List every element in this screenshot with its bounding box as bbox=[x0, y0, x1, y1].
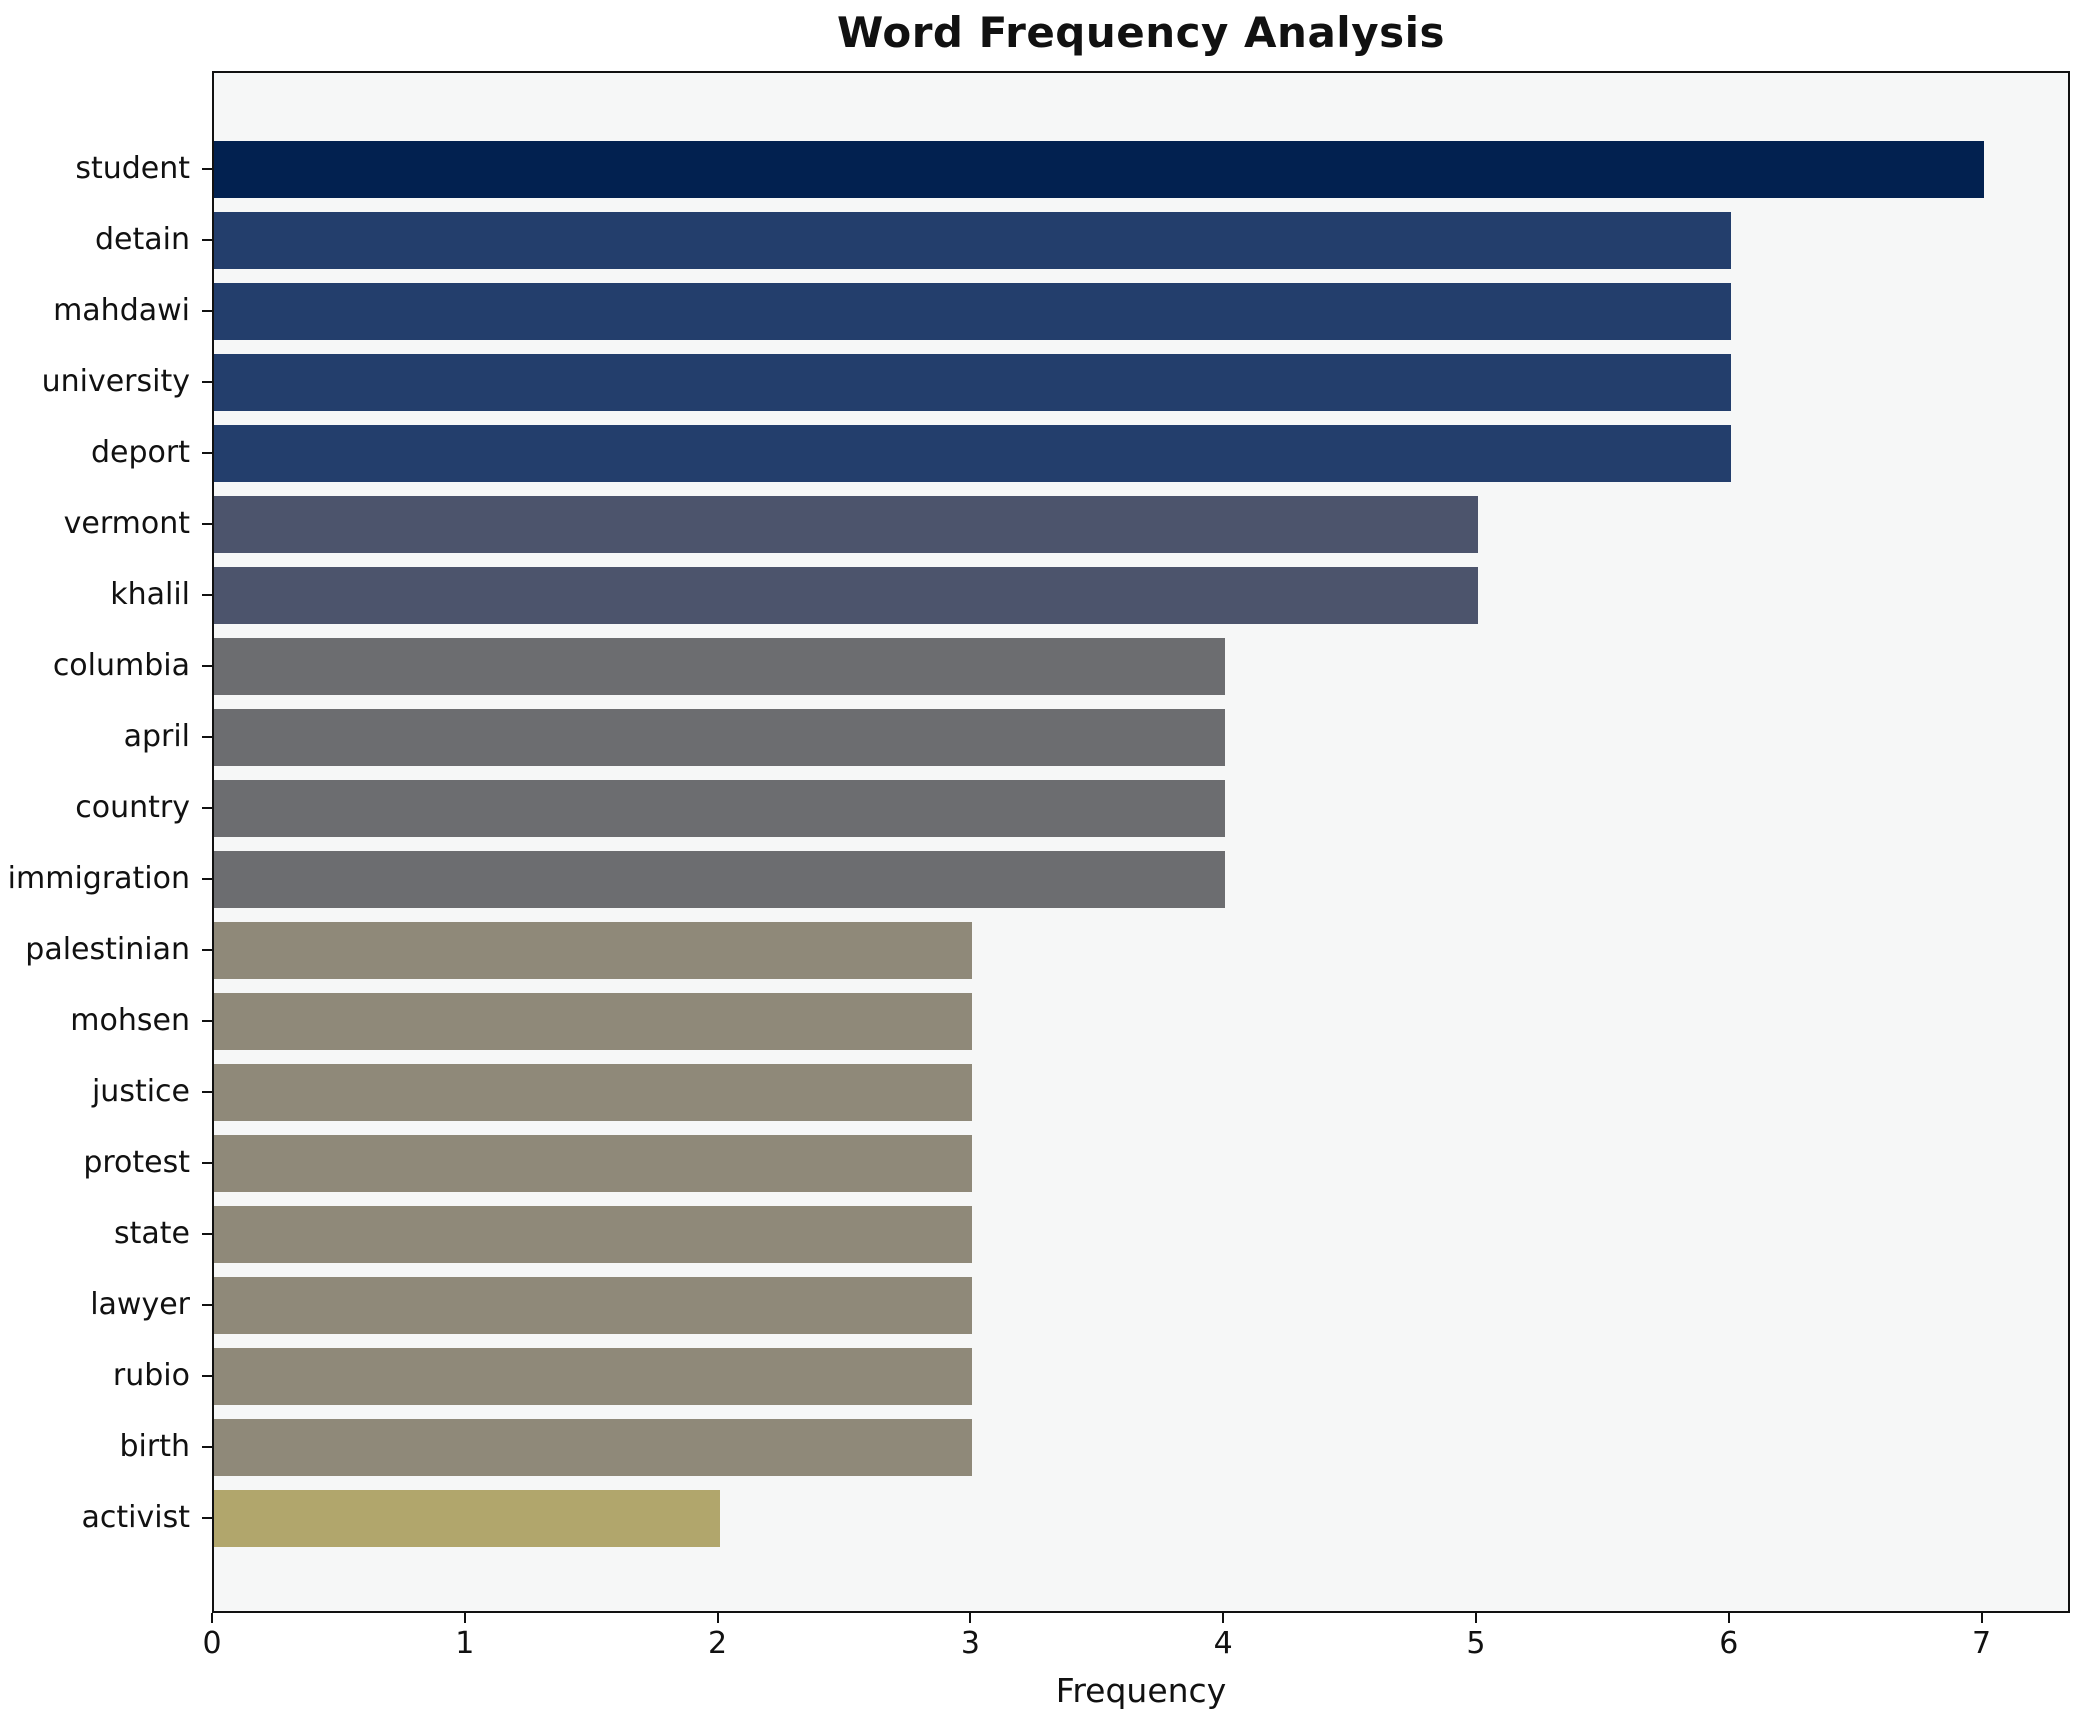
y-tick-label: protest bbox=[83, 1145, 190, 1180]
bar-mohsen bbox=[214, 992, 972, 1050]
y-tick-mark bbox=[202, 594, 212, 596]
y-tick-label: rubio bbox=[112, 1358, 190, 1393]
x-tick-mark bbox=[211, 1613, 213, 1623]
x-tick-label: 1 bbox=[455, 1626, 475, 1661]
bar-birth bbox=[214, 1418, 972, 1476]
x-tick-label: 3 bbox=[960, 1626, 980, 1661]
bar-khalil bbox=[214, 566, 1478, 624]
x-tick-mark bbox=[1222, 1613, 1225, 1623]
bar-columbia bbox=[214, 637, 1225, 695]
bar-mahdawi bbox=[214, 282, 1731, 340]
y-tick-mark bbox=[202, 807, 212, 809]
y-tick-mark bbox=[202, 523, 212, 525]
y-tick-label: vermont bbox=[63, 506, 190, 541]
x-tick-mark bbox=[1474, 1613, 1477, 1623]
y-tick-mark bbox=[202, 736, 212, 738]
y-tick-label: columbia bbox=[52, 648, 190, 683]
y-tick-mark bbox=[202, 381, 212, 383]
y-tick-mark bbox=[202, 1091, 212, 1093]
bar-university bbox=[214, 353, 1731, 411]
y-tick-mark bbox=[202, 1446, 212, 1448]
y-tick-label: country bbox=[75, 790, 190, 825]
y-tick-mark bbox=[202, 1517, 212, 1519]
y-tick-mark bbox=[202, 239, 212, 241]
plot-area bbox=[212, 71, 2070, 1613]
bar-justice bbox=[214, 1063, 972, 1121]
x-tick-mark bbox=[969, 1613, 972, 1623]
x-tick-label: 5 bbox=[1466, 1626, 1486, 1661]
bar-student bbox=[214, 140, 1984, 198]
y-tick-label: state bbox=[114, 1216, 190, 1251]
y-tick-mark bbox=[202, 878, 212, 880]
y-tick-label: palestinian bbox=[25, 932, 190, 967]
y-tick-mark bbox=[202, 168, 212, 170]
y-tick-mark bbox=[202, 1020, 212, 1022]
y-tick-mark bbox=[202, 949, 212, 951]
y-tick-label: detain bbox=[95, 222, 190, 257]
x-tick-label: 2 bbox=[708, 1626, 728, 1661]
y-tick-label: mohsen bbox=[70, 1003, 190, 1038]
y-tick-label: birth bbox=[119, 1429, 191, 1464]
y-tick-mark bbox=[202, 665, 212, 667]
y-tick-label: lawyer bbox=[90, 1287, 190, 1322]
x-tick-label: 0 bbox=[202, 1626, 222, 1661]
x-axis-label: Frequency bbox=[1055, 1671, 1227, 1710]
y-tick-label: student bbox=[75, 151, 190, 186]
bar-lawyer bbox=[214, 1276, 972, 1334]
y-tick-label: deport bbox=[91, 435, 190, 470]
bar-april bbox=[214, 708, 1225, 766]
bar-country bbox=[214, 779, 1225, 837]
bar-immigration bbox=[214, 850, 1225, 908]
y-tick-mark bbox=[202, 452, 212, 454]
x-tick-label: 7 bbox=[1971, 1626, 1992, 1661]
y-tick-label: university bbox=[41, 364, 190, 399]
x-tick-mark bbox=[1727, 1613, 1730, 1623]
y-tick-label: mahdawi bbox=[53, 293, 190, 328]
bar-vermont bbox=[214, 495, 1478, 553]
y-tick-mark bbox=[202, 310, 212, 312]
bar-palestinian bbox=[214, 921, 972, 979]
y-tick-mark bbox=[202, 1375, 212, 1377]
y-tick-label: justice bbox=[91, 1074, 190, 1109]
bar-detain bbox=[214, 211, 1731, 269]
bar-activist bbox=[214, 1489, 720, 1547]
bar-state bbox=[214, 1205, 972, 1263]
bar-deport bbox=[214, 424, 1731, 482]
y-tick-mark bbox=[202, 1162, 212, 1164]
y-tick-label: april bbox=[123, 719, 190, 754]
x-tick-label: 6 bbox=[1719, 1626, 1739, 1661]
x-tick-mark bbox=[716, 1613, 719, 1623]
y-tick-label: khalil bbox=[110, 577, 190, 612]
bar-rubio bbox=[214, 1347, 972, 1405]
y-tick-mark bbox=[202, 1304, 212, 1306]
bar-protest bbox=[214, 1134, 972, 1192]
x-tick-label: 4 bbox=[1213, 1626, 1233, 1661]
y-tick-label: immigration bbox=[7, 861, 190, 896]
y-tick-mark bbox=[202, 1233, 212, 1235]
y-tick-label: activist bbox=[81, 1500, 190, 1535]
x-tick-mark bbox=[463, 1613, 466, 1623]
chart-title: Word Frequency Analysis bbox=[837, 8, 1445, 57]
x-tick-mark bbox=[1980, 1613, 1983, 1623]
